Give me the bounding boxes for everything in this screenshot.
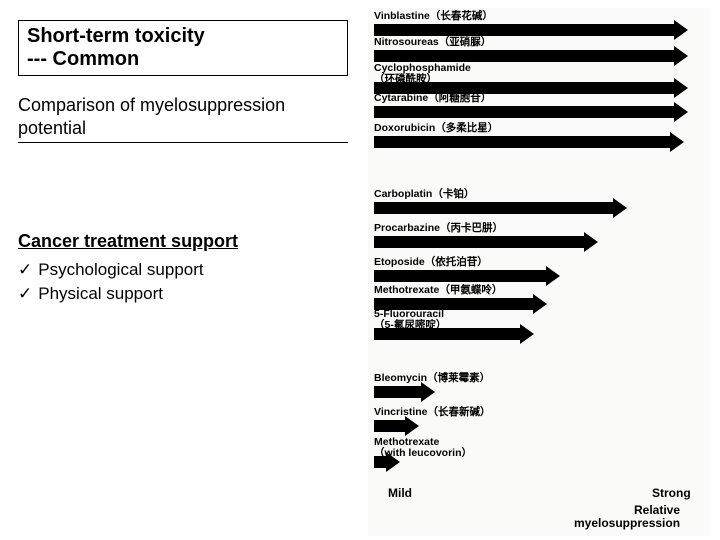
arrow-icon	[374, 24, 688, 36]
axis-title: Relative myelosuppression	[574, 504, 680, 530]
axis-title-line2: myelosuppression	[574, 516, 680, 530]
title-box: Short-term toxicity --- Common	[18, 20, 348, 76]
arrow-icon	[374, 50, 688, 62]
arrow-icon	[374, 136, 684, 148]
drug-row: Cyclophosphamide（环磷酰胺）	[368, 66, 710, 87]
drug-label: Nitrosoureas（亚硝脲）	[374, 37, 491, 48]
drug-label: Cyclophosphamide（环磷酰胺）	[374, 63, 471, 85]
arrow-icon	[374, 236, 598, 248]
left-panel: Short-term toxicity --- Common Compariso…	[18, 20, 348, 308]
drug-label: Bleomycin（博莱霉素）	[374, 373, 490, 384]
drug-row: Etoposide（依托泊苷）	[368, 260, 710, 281]
title-line2: --- Common	[27, 48, 339, 71]
checkmark-icon: ✓	[18, 284, 32, 304]
drug-label: Methotrexate（甲氨蝶呤）	[374, 285, 502, 296]
drug-row: Methotrexate（甲氨蝶呤）	[368, 288, 710, 309]
checkmark-icon: ✓	[18, 260, 32, 280]
drug-row: Procarbazine（丙卡巴肼）	[368, 226, 710, 247]
scale-mild: Mild	[388, 486, 412, 500]
drug-label: Carboplatin（卡铂）	[374, 189, 474, 200]
drug-label: Vinblastine（长春花碱）	[374, 11, 493, 22]
drug-row: Bleomycin（博莱霉素）	[368, 376, 710, 397]
drug-row: Vinblastine（长春花碱）	[368, 14, 710, 35]
axis-title-line1: Relative	[634, 503, 680, 517]
scale-strong: Strong	[652, 486, 691, 500]
drug-label: 5-Fluorouracil（5-氟尿嘧啶）	[374, 309, 446, 331]
subtitle: Comparison of myelosuppression potential	[18, 94, 348, 143]
bullet-label: Physical support	[38, 284, 163, 304]
drug-label: Cytarabine（阿糖胞苷）	[374, 93, 491, 104]
drug-row: 5-Fluorouracil（5-氟尿嘧啶）	[368, 312, 710, 333]
myelosuppression-chart: Mild Strong Relative myelosuppression Vi…	[368, 8, 710, 536]
drug-row: Doxorubicin（多柔比星）	[368, 126, 710, 147]
drug-row: Nitrosoureas（亚硝脲）	[368, 40, 710, 61]
drug-row: Carboplatin（卡铂）	[368, 192, 710, 213]
drug-row: Methotrexate（with leucovorin）	[368, 440, 710, 461]
drug-label: Doxorubicin（多柔比星）	[374, 123, 498, 134]
arrow-icon	[374, 202, 627, 214]
drug-label: Vincristine（长春新碱）	[374, 407, 491, 418]
arrow-icon	[374, 106, 688, 118]
drug-row: Vincristine（长春新碱）	[368, 410, 710, 431]
bullet-label: Psychological support	[38, 260, 203, 280]
drug-label: Procarbazine（丙卡巴肼）	[374, 223, 503, 234]
bullet-physical: ✓ Physical support	[18, 284, 348, 304]
title-line1: Short-term toxicity	[27, 25, 339, 48]
drug-row: Cytarabine（阿糖胞苷）	[368, 96, 710, 117]
bullet-psychological: ✓ Psychological support	[18, 260, 348, 280]
arrow-icon	[374, 386, 435, 398]
arrow-icon	[374, 420, 419, 432]
arrow-icon	[374, 270, 560, 282]
drug-label: Methotrexate（with leucovorin）	[374, 437, 472, 459]
drug-label: Etoposide（依托泊苷）	[374, 257, 488, 268]
section-heading: Cancer treatment support	[18, 231, 348, 252]
